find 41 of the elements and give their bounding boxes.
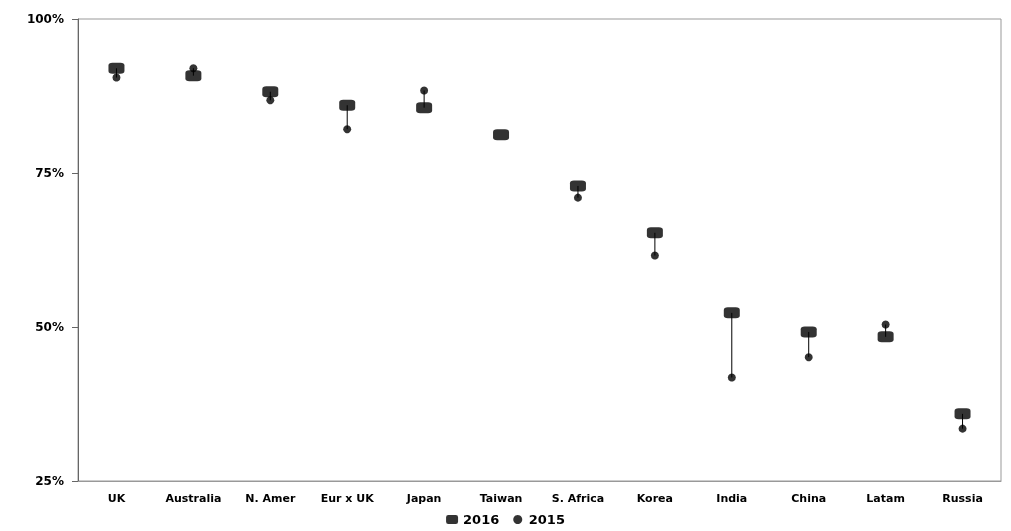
point xyxy=(262,86,279,98)
x-tick-label: Russia xyxy=(942,492,983,505)
legend-label: 2016 xyxy=(463,512,500,527)
legend-label: 2015 xyxy=(528,512,565,527)
y-tick-label: 25% xyxy=(35,474,64,488)
point xyxy=(416,102,433,114)
x-tick-label: China xyxy=(791,492,827,505)
point xyxy=(727,373,736,382)
point xyxy=(800,326,817,338)
point xyxy=(877,331,894,343)
point xyxy=(266,96,275,105)
y-tick-label: 75% xyxy=(35,166,64,180)
point xyxy=(958,424,967,433)
point xyxy=(650,251,659,260)
point xyxy=(646,227,663,239)
point xyxy=(112,73,121,82)
y-tick-label: 50% xyxy=(35,320,64,334)
point xyxy=(343,125,352,134)
x-tick-label: UK xyxy=(107,492,126,505)
x-tick-label: S. Africa xyxy=(551,492,605,505)
x-tick-label: Australia xyxy=(165,492,222,505)
y-tick-label: 100% xyxy=(26,12,64,26)
x-tick-label: Latam xyxy=(866,492,905,505)
point xyxy=(569,180,586,192)
point xyxy=(804,353,813,362)
point xyxy=(189,64,198,73)
x-tick-label: Taiwan xyxy=(479,492,523,505)
point xyxy=(108,62,125,74)
x-tick-label: Korea xyxy=(636,492,673,505)
x-tick-label: Eur x UK xyxy=(320,492,375,505)
point xyxy=(723,307,740,319)
point xyxy=(493,129,510,141)
x-tick-label: Japan xyxy=(405,492,442,505)
x-tick-label: N. Amer xyxy=(245,492,296,505)
point xyxy=(339,99,356,111)
point xyxy=(185,70,202,82)
x-tick-label: India xyxy=(716,492,748,505)
point xyxy=(420,86,429,95)
point xyxy=(954,408,971,420)
point xyxy=(881,320,890,329)
point xyxy=(573,193,582,202)
